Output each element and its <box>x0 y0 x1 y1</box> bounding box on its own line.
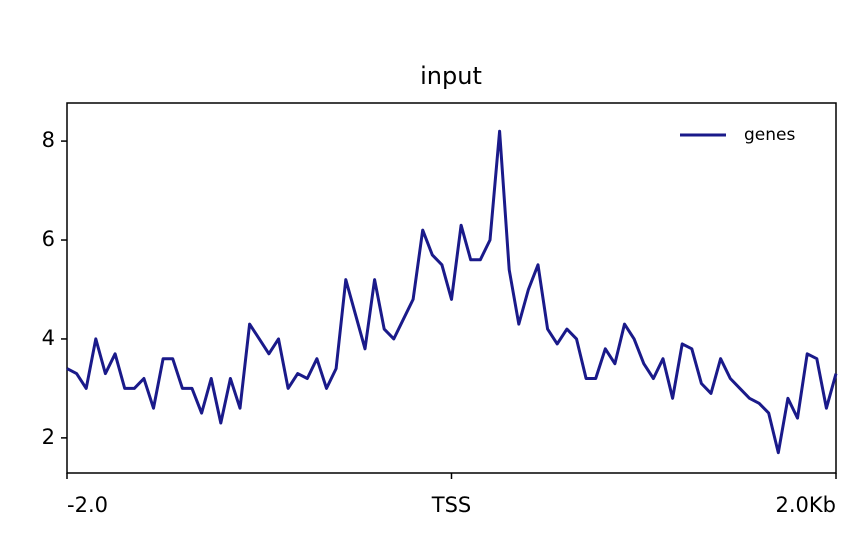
y-tick-label: 2 <box>42 425 55 449</box>
y-tick-label: 8 <box>42 128 55 152</box>
x-tick-label: -2.0 <box>67 493 108 517</box>
x-tick-label: TSS <box>431 493 472 517</box>
legend-label: genes <box>744 125 795 145</box>
y-tick-label: 6 <box>42 227 55 251</box>
chart-title: input <box>420 62 482 90</box>
y-tick-label: 4 <box>42 326 55 350</box>
x-tick-label: 2.0Kb <box>776 493 837 517</box>
line <box>66 129 838 455</box>
